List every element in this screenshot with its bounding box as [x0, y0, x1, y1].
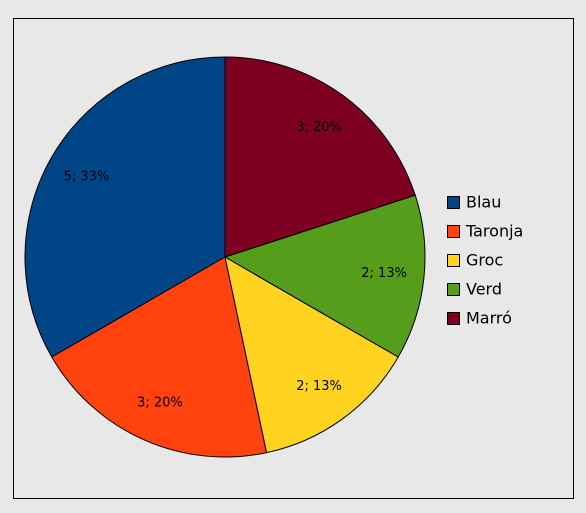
legend-label: Taronja [465, 222, 523, 241]
legend-label: Groc [466, 251, 503, 270]
legend-label: Blau [466, 193, 501, 212]
value-label: 3; 20% [137, 396, 183, 411]
legend-swatch [447, 283, 460, 296]
pie-slice [224, 56, 416, 258]
chart-frame [13, 18, 574, 499]
pie-slice [24, 56, 226, 358]
legend-swatch [447, 312, 460, 325]
pie-slice [224, 256, 399, 454]
legend-swatch [447, 225, 460, 238]
legend-swatch [447, 254, 460, 267]
pie-slice [51, 256, 268, 458]
legend-swatch [447, 196, 460, 209]
legend-label: Marró [466, 309, 512, 328]
legend-label: Verd [466, 280, 502, 299]
value-label: 2; 13% [296, 379, 342, 394]
value-label: 3; 20% [296, 120, 342, 135]
value-label: 2; 13% [361, 266, 407, 281]
pie-slice [223, 194, 426, 358]
value-label: 5; 33% [64, 170, 110, 185]
